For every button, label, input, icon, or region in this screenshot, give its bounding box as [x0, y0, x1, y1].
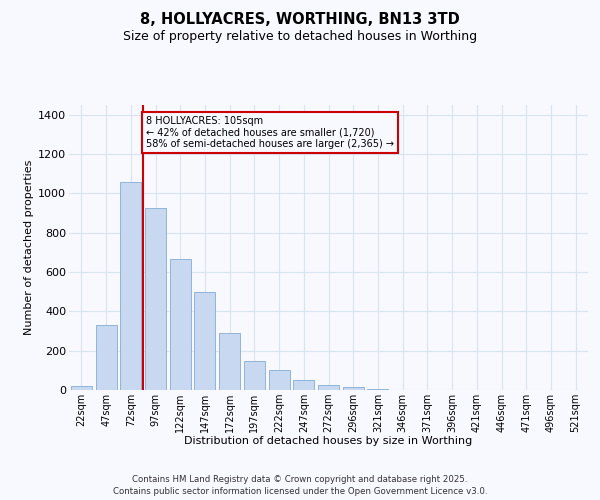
Bar — [120, 182, 141, 390]
Bar — [318, 385, 339, 390]
Bar — [269, 370, 290, 390]
Bar — [170, 260, 191, 390]
Bar — [95, 325, 116, 390]
Text: 8 HOLLYACRES: 105sqm
← 42% of detached houses are smaller (1,720)
58% of semi-de: 8 HOLLYACRES: 105sqm ← 42% of detached h… — [146, 116, 394, 149]
Bar — [145, 208, 166, 390]
Bar — [367, 389, 388, 390]
Text: 8, HOLLYACRES, WORTHING, BN13 3TD: 8, HOLLYACRES, WORTHING, BN13 3TD — [140, 12, 460, 28]
Bar — [293, 380, 314, 390]
X-axis label: Distribution of detached houses by size in Worthing: Distribution of detached houses by size … — [184, 436, 473, 446]
Bar — [219, 333, 240, 390]
Text: Contains HM Land Registry data © Crown copyright and database right 2025.
Contai: Contains HM Land Registry data © Crown c… — [113, 474, 487, 496]
Bar — [71, 386, 92, 390]
Bar — [244, 360, 265, 390]
Bar — [343, 387, 364, 390]
Text: Size of property relative to detached houses in Worthing: Size of property relative to detached ho… — [123, 30, 477, 43]
Bar — [194, 292, 215, 390]
Y-axis label: Number of detached properties: Number of detached properties — [24, 160, 34, 335]
